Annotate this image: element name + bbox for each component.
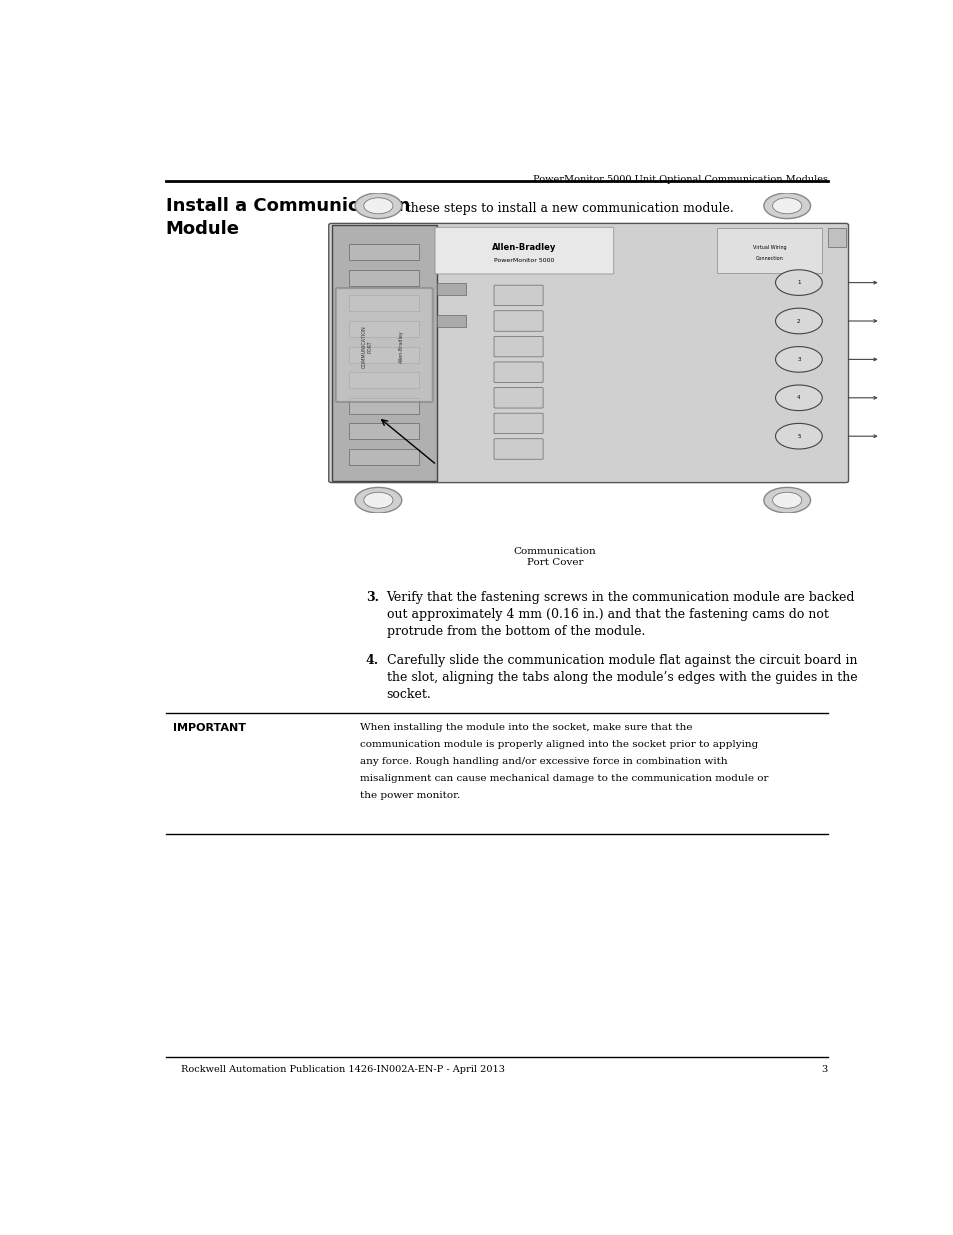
Text: 4: 4	[797, 395, 800, 400]
Circle shape	[772, 198, 801, 214]
Circle shape	[355, 488, 401, 513]
FancyArrowPatch shape	[847, 396, 876, 399]
Bar	[349, 372, 418, 388]
Text: Rockwell Automation Publication 1426-IN002A-EN-P - April 2013: Rockwell Automation Publication 1426-IN0…	[181, 1065, 505, 1073]
Text: Communication
Port Cover: Communication Port Cover	[513, 547, 596, 567]
Circle shape	[363, 198, 393, 214]
Bar	[436, 315, 465, 327]
Text: 2: 2	[797, 319, 800, 324]
Circle shape	[363, 493, 393, 508]
FancyBboxPatch shape	[335, 288, 433, 401]
Text: Carefully slide the communication module flat against the circuit board in: Carefully slide the communication module…	[386, 655, 856, 667]
Bar	[349, 321, 418, 337]
Text: Install a Communication
Module: Install a Communication Module	[166, 196, 410, 238]
Circle shape	[775, 385, 821, 410]
Text: Allen-Bradley: Allen-Bradley	[492, 243, 556, 252]
Bar	[349, 269, 418, 285]
Text: misalignment can cause mechanical damage to the communication module or: misalignment can cause mechanical damage…	[359, 774, 767, 783]
Circle shape	[772, 493, 801, 508]
Text: communication module is properly aligned into the socket prior to applying: communication module is properly aligned…	[359, 740, 757, 750]
Text: IMPORTANT: IMPORTANT	[173, 724, 246, 734]
FancyArrowPatch shape	[847, 282, 876, 284]
Text: any force. Rough handling and/or excessive force in combination with: any force. Rough handling and/or excessi…	[359, 757, 726, 766]
Text: the power monitor.: the power monitor.	[359, 792, 459, 800]
FancyBboxPatch shape	[494, 311, 542, 331]
Text: Virtual Wiring: Virtual Wiring	[752, 245, 785, 249]
Text: Allen-Bradley: Allen-Bradley	[399, 330, 404, 363]
Circle shape	[763, 193, 810, 219]
Text: 3: 3	[797, 357, 800, 362]
Circle shape	[775, 347, 821, 372]
FancyBboxPatch shape	[494, 414, 542, 433]
Bar	[436, 283, 465, 295]
Text: 2.: 2.	[365, 254, 378, 268]
Text: Connection: Connection	[755, 256, 782, 261]
Text: 3: 3	[821, 1065, 827, 1073]
FancyArrowPatch shape	[847, 435, 876, 437]
Text: Follow these steps to install a new communication module.: Follow these steps to install a new comm…	[359, 203, 733, 215]
Text: COMMUNICATION
PORT: COMMUNICATION PORT	[361, 325, 372, 368]
Bar	[349, 450, 418, 466]
Text: Verify that the fastening screws in the communication module are backed: Verify that the fastening screws in the …	[386, 592, 854, 604]
Circle shape	[775, 269, 821, 295]
Text: PowerMonitor 5000: PowerMonitor 5000	[494, 258, 554, 263]
FancyBboxPatch shape	[435, 227, 613, 274]
Text: PowerMonitor 5000 Unit Optional Communication Modules: PowerMonitor 5000 Unit Optional Communic…	[532, 175, 827, 184]
Circle shape	[775, 424, 821, 450]
Text: 4.: 4.	[365, 655, 378, 667]
Text: 5: 5	[797, 433, 800, 438]
Text: 1: 1	[797, 280, 800, 285]
Circle shape	[763, 488, 810, 513]
FancyBboxPatch shape	[494, 362, 542, 383]
Text: 3.: 3.	[365, 592, 378, 604]
Text: Disconnect control and voltage sensing power from the power monitor.: Disconnect control and voltage sensing p…	[386, 225, 838, 238]
Bar	[349, 424, 418, 440]
Circle shape	[355, 193, 401, 219]
Text: out approximately 4 mm (0.16 in.) and that the fastening cams do not: out approximately 4 mm (0.16 in.) and th…	[386, 608, 827, 621]
Text: protrude from the bottom of the module.: protrude from the bottom of the module.	[386, 625, 644, 637]
FancyBboxPatch shape	[494, 336, 542, 357]
FancyArrowPatch shape	[847, 320, 876, 322]
Bar	[332, 225, 436, 480]
FancyBboxPatch shape	[494, 285, 542, 305]
Bar	[827, 228, 844, 247]
Bar	[349, 398, 418, 414]
Text: socket.: socket.	[386, 688, 431, 701]
Bar	[717, 228, 821, 273]
Text: the slot, aligning the tabs along the module’s edges with the guides in the: the slot, aligning the tabs along the mo…	[386, 671, 857, 684]
Text: When installing the module into the socket, make sure that the: When installing the module into the sock…	[359, 724, 691, 732]
Text: small, flat-bladed screwdriver.: small, flat-bladed screwdriver.	[386, 272, 578, 284]
Bar	[349, 347, 418, 363]
Text: 1.: 1.	[365, 225, 378, 238]
FancyBboxPatch shape	[329, 224, 847, 483]
FancyBboxPatch shape	[494, 388, 542, 408]
Bar	[349, 245, 418, 261]
FancyBboxPatch shape	[494, 438, 542, 459]
Text: Remove the optional communication port cover by prying gently with a: Remove the optional communication port c…	[386, 254, 839, 268]
Circle shape	[775, 309, 821, 333]
FancyArrowPatch shape	[847, 358, 876, 361]
Bar	[349, 295, 418, 311]
